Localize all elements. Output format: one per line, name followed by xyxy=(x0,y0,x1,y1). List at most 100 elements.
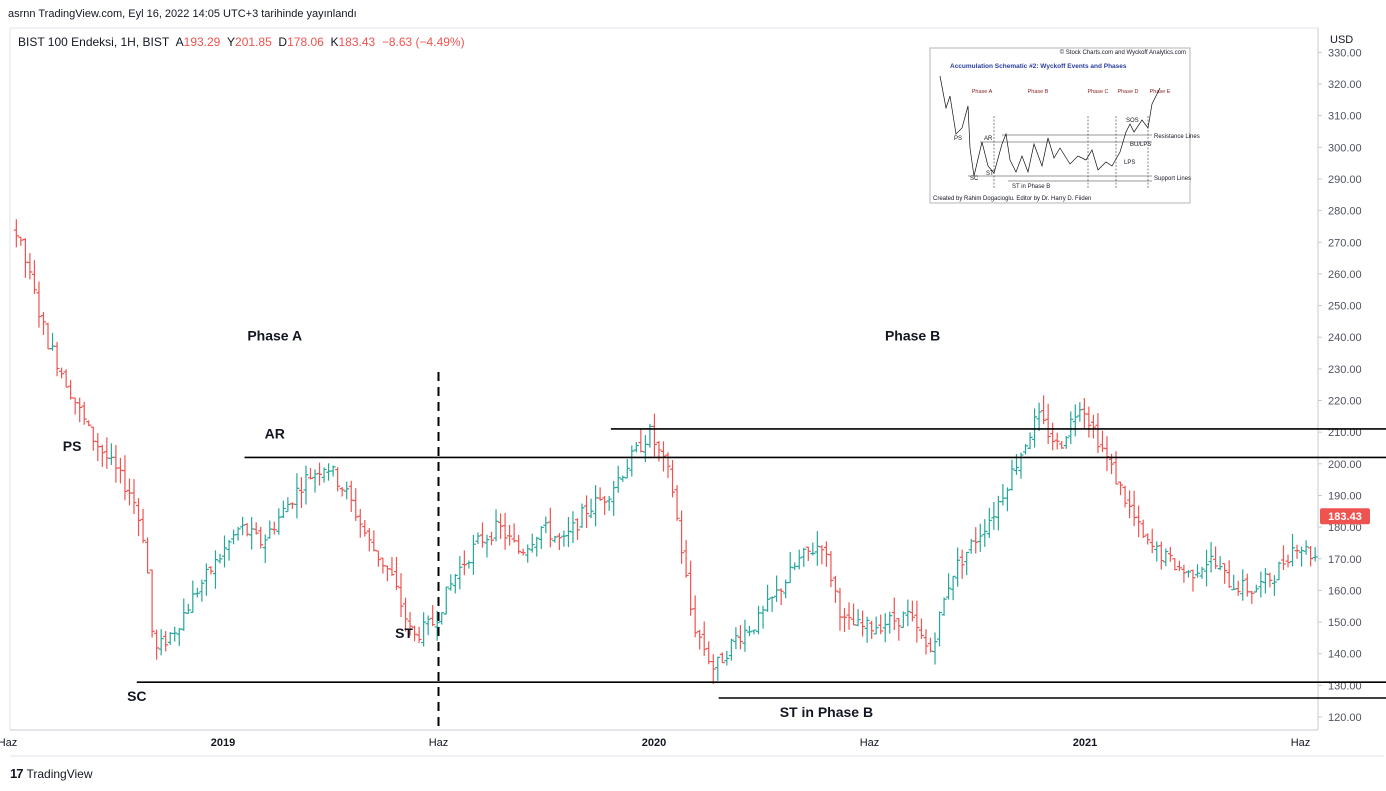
ohlc-bar xyxy=(1194,564,1200,578)
inset-label: ST xyxy=(986,171,994,177)
ohlc-bar xyxy=(579,503,585,528)
ohlc-bar xyxy=(633,442,639,453)
inset-label: AR xyxy=(984,136,993,142)
ohlc-bar xyxy=(774,575,780,602)
ohlc-bar xyxy=(1041,395,1047,425)
y-tick-label: 230.00 xyxy=(1328,364,1362,376)
ohlc-bar xyxy=(737,625,743,650)
ohlc-bar xyxy=(760,605,766,629)
ohlc-bar xyxy=(330,465,336,477)
ohlc-bar xyxy=(620,475,626,482)
ohlc-bar xyxy=(222,535,228,568)
close-value: 183.43 xyxy=(338,35,376,49)
ohlc-bar xyxy=(136,498,142,537)
inset-label: SOS xyxy=(1126,118,1139,124)
ohlc-bar xyxy=(719,652,725,664)
ohlc-bar xyxy=(1276,561,1282,581)
annotation-label: AR xyxy=(265,425,285,441)
ohlc-bar xyxy=(1303,540,1309,555)
ohlc-bar xyxy=(452,573,458,594)
ohlc-bar xyxy=(99,444,105,467)
ohlc-bar xyxy=(905,599,911,627)
ohlc-bar xyxy=(285,497,291,513)
ohlc-bar xyxy=(1027,432,1033,450)
ohlc-bar xyxy=(226,539,232,561)
ohlc-bar xyxy=(185,603,191,614)
ohlc-bar xyxy=(1090,414,1096,439)
ohlc-bar xyxy=(683,539,689,578)
ohlc-bar xyxy=(959,549,965,579)
open-label: A xyxy=(175,35,184,49)
ohlc-bar xyxy=(932,632,938,665)
ohlc-bar xyxy=(72,397,78,415)
ohlc-bar xyxy=(1118,481,1124,496)
ohlc-bar xyxy=(231,529,237,545)
ohlc-bar xyxy=(927,637,933,653)
ohlc-bar xyxy=(126,478,132,506)
currency-label[interactable]: USD xyxy=(1330,34,1354,46)
ohlc-bar xyxy=(1244,573,1250,597)
brand-name: TradingView xyxy=(26,766,93,781)
ohlc-bar xyxy=(81,401,87,425)
ohlc-bar xyxy=(240,516,246,536)
ohlc-bar xyxy=(520,548,526,556)
ohlc-bar xyxy=(1235,580,1241,596)
ohlc-bar xyxy=(321,467,327,483)
y-tick-label: 320.00 xyxy=(1328,79,1362,91)
ohlc-bar xyxy=(145,537,151,574)
ohlc-bar xyxy=(398,573,404,618)
ohlc-bar xyxy=(443,586,449,615)
y-tick-label: 210.00 xyxy=(1328,427,1362,439)
ohlc-bar xyxy=(416,626,422,644)
ohlc-bar xyxy=(36,281,42,328)
change-value: −8.63 (−4.49%) xyxy=(381,35,465,49)
ohlc-bar xyxy=(660,441,666,472)
ohlc-bar xyxy=(493,509,499,542)
ohlc-bar xyxy=(751,629,757,635)
y-tick-label: 200.00 xyxy=(1328,459,1362,471)
ohlc-bar xyxy=(507,524,513,546)
annotation-label: ST xyxy=(395,625,413,641)
ohlc-bar xyxy=(588,498,594,519)
ohlc-bar xyxy=(1104,436,1110,472)
symbol-name[interactable]: BIST 100 Endeksi, 1H, BIST xyxy=(18,35,169,49)
ohlc-bar xyxy=(1312,547,1318,562)
phase-dividers xyxy=(437,372,440,728)
inset-phase-label: Phase C xyxy=(1087,89,1108,95)
inset-label: PS xyxy=(954,136,962,142)
y-tick-label: 150.00 xyxy=(1328,617,1362,629)
ohlc-bar xyxy=(50,332,56,351)
ohlc-bar xyxy=(1258,571,1264,598)
x-tick-label: Haz xyxy=(1291,737,1311,749)
ohlc-bar xyxy=(267,520,273,539)
ohlc-bar xyxy=(294,473,300,519)
ohlc-bar xyxy=(918,618,924,639)
ohlc-bar xyxy=(1267,572,1273,588)
ohlc-bar xyxy=(31,260,37,295)
ohlc-bar xyxy=(629,445,635,477)
ohlc-bar xyxy=(1154,541,1160,562)
y-tick-label: 130.00 xyxy=(1328,680,1362,692)
ohlc-bar xyxy=(348,480,354,513)
ohlc-bar xyxy=(489,531,495,546)
ohlc-bar xyxy=(1208,541,1214,573)
ohlc-bar xyxy=(335,467,341,492)
footer-brand[interactable]: 17 TradingView xyxy=(10,766,93,781)
ohlc-bar xyxy=(1072,404,1078,437)
ohlc-bar xyxy=(357,508,363,538)
ohlc-bar xyxy=(651,413,657,457)
ohlc-bar xyxy=(90,426,96,451)
ohlc-bar xyxy=(878,614,884,635)
x-tick-label: 2019 xyxy=(211,737,235,749)
ohlc-bar xyxy=(439,612,445,625)
ohlc-bar xyxy=(203,563,209,596)
ohlc-bar xyxy=(1131,490,1137,527)
ohlc-bar xyxy=(891,597,897,631)
ohlc-bar xyxy=(479,522,485,548)
ohlc-bar xyxy=(624,459,630,479)
ohlc-bar xyxy=(461,550,467,576)
ohlc-bar xyxy=(615,465,621,493)
ohlc-bar xyxy=(298,477,304,508)
ohlc-bar xyxy=(353,488,359,521)
